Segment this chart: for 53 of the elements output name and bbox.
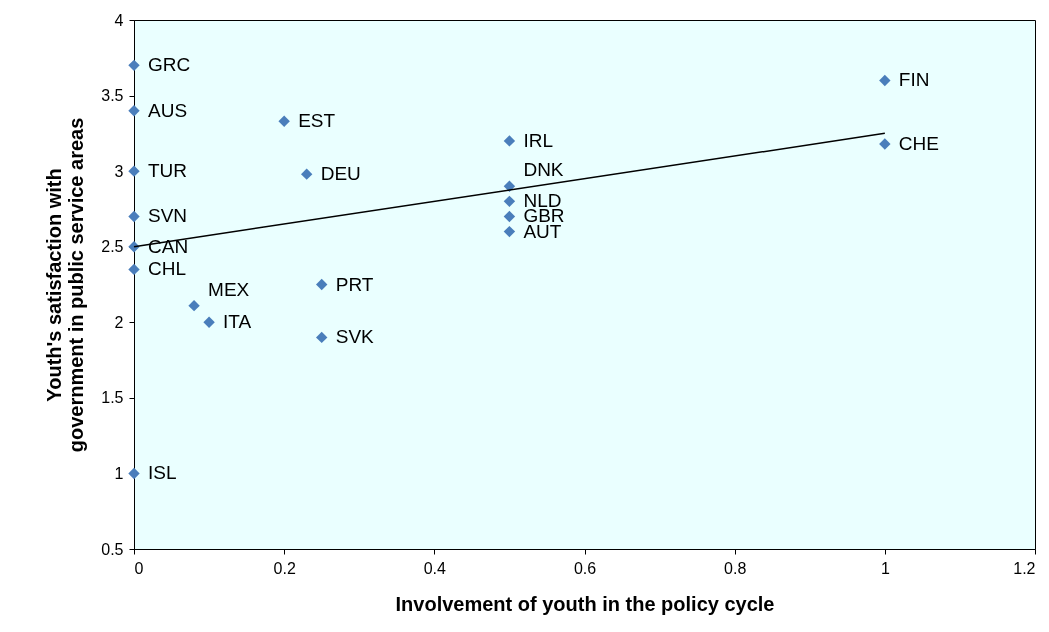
x-tick-label: 0 [134,559,144,577]
series-label: PRT [335,273,374,295]
x-axis-title: Involvement of youth in the policy cycle [395,592,775,615]
series-label: EST [298,110,336,132]
y-tick-label: 4 [114,11,124,29]
y-tick-label: 3.5 [101,87,124,105]
series-label: CHL [148,258,187,280]
series-label: SVN [148,205,188,227]
series-label: DEU [320,163,361,185]
point [503,210,516,223]
y-tick-label: 2 [114,313,124,331]
point [128,59,140,72]
series-label: CAN [148,235,189,257]
series-label: ITA [223,311,252,333]
point [879,138,891,150]
x-tick-label: 0.6 [573,559,597,577]
series-label: GRC [148,54,191,76]
point [203,316,215,328]
point [128,165,140,177]
x-tick-label: 1 [880,559,890,577]
point [503,225,516,238]
point [503,180,516,192]
point [128,210,140,223]
series-label: IRL [523,129,553,151]
y-tick-label: 1 [114,464,124,482]
series-label: FIN [898,69,930,91]
y-tick-label: 3 [114,162,124,180]
point [128,104,140,117]
x-tick-label: 0.8 [724,559,747,577]
x-tick-label: 0.4 [423,559,447,577]
y-tick-label: 1.5 [101,389,124,407]
point [278,115,290,127]
y-tick-label: 0.5 [101,540,124,558]
point [128,263,140,276]
series-label: CHE [898,132,939,154]
series-label: AUS [148,99,188,121]
point [879,74,891,87]
point [128,467,140,480]
point [316,331,328,344]
point [300,168,313,180]
x-tick-label: 0.2 [273,559,296,577]
series-label: ISL [148,462,177,484]
series-label: DNK [523,159,564,181]
y-tick-label: 2.5 [101,238,124,256]
x-tick-label: 1.2 [1013,559,1036,577]
point [188,299,200,312]
series-label: SVK [335,326,375,348]
point [503,195,516,208]
series-label: MEX [208,278,250,300]
series-label: TUR [148,160,188,182]
point [503,135,516,147]
point [316,278,328,291]
y-axis-title: Youth's satisfaction with government in public service areas [43,117,88,453]
